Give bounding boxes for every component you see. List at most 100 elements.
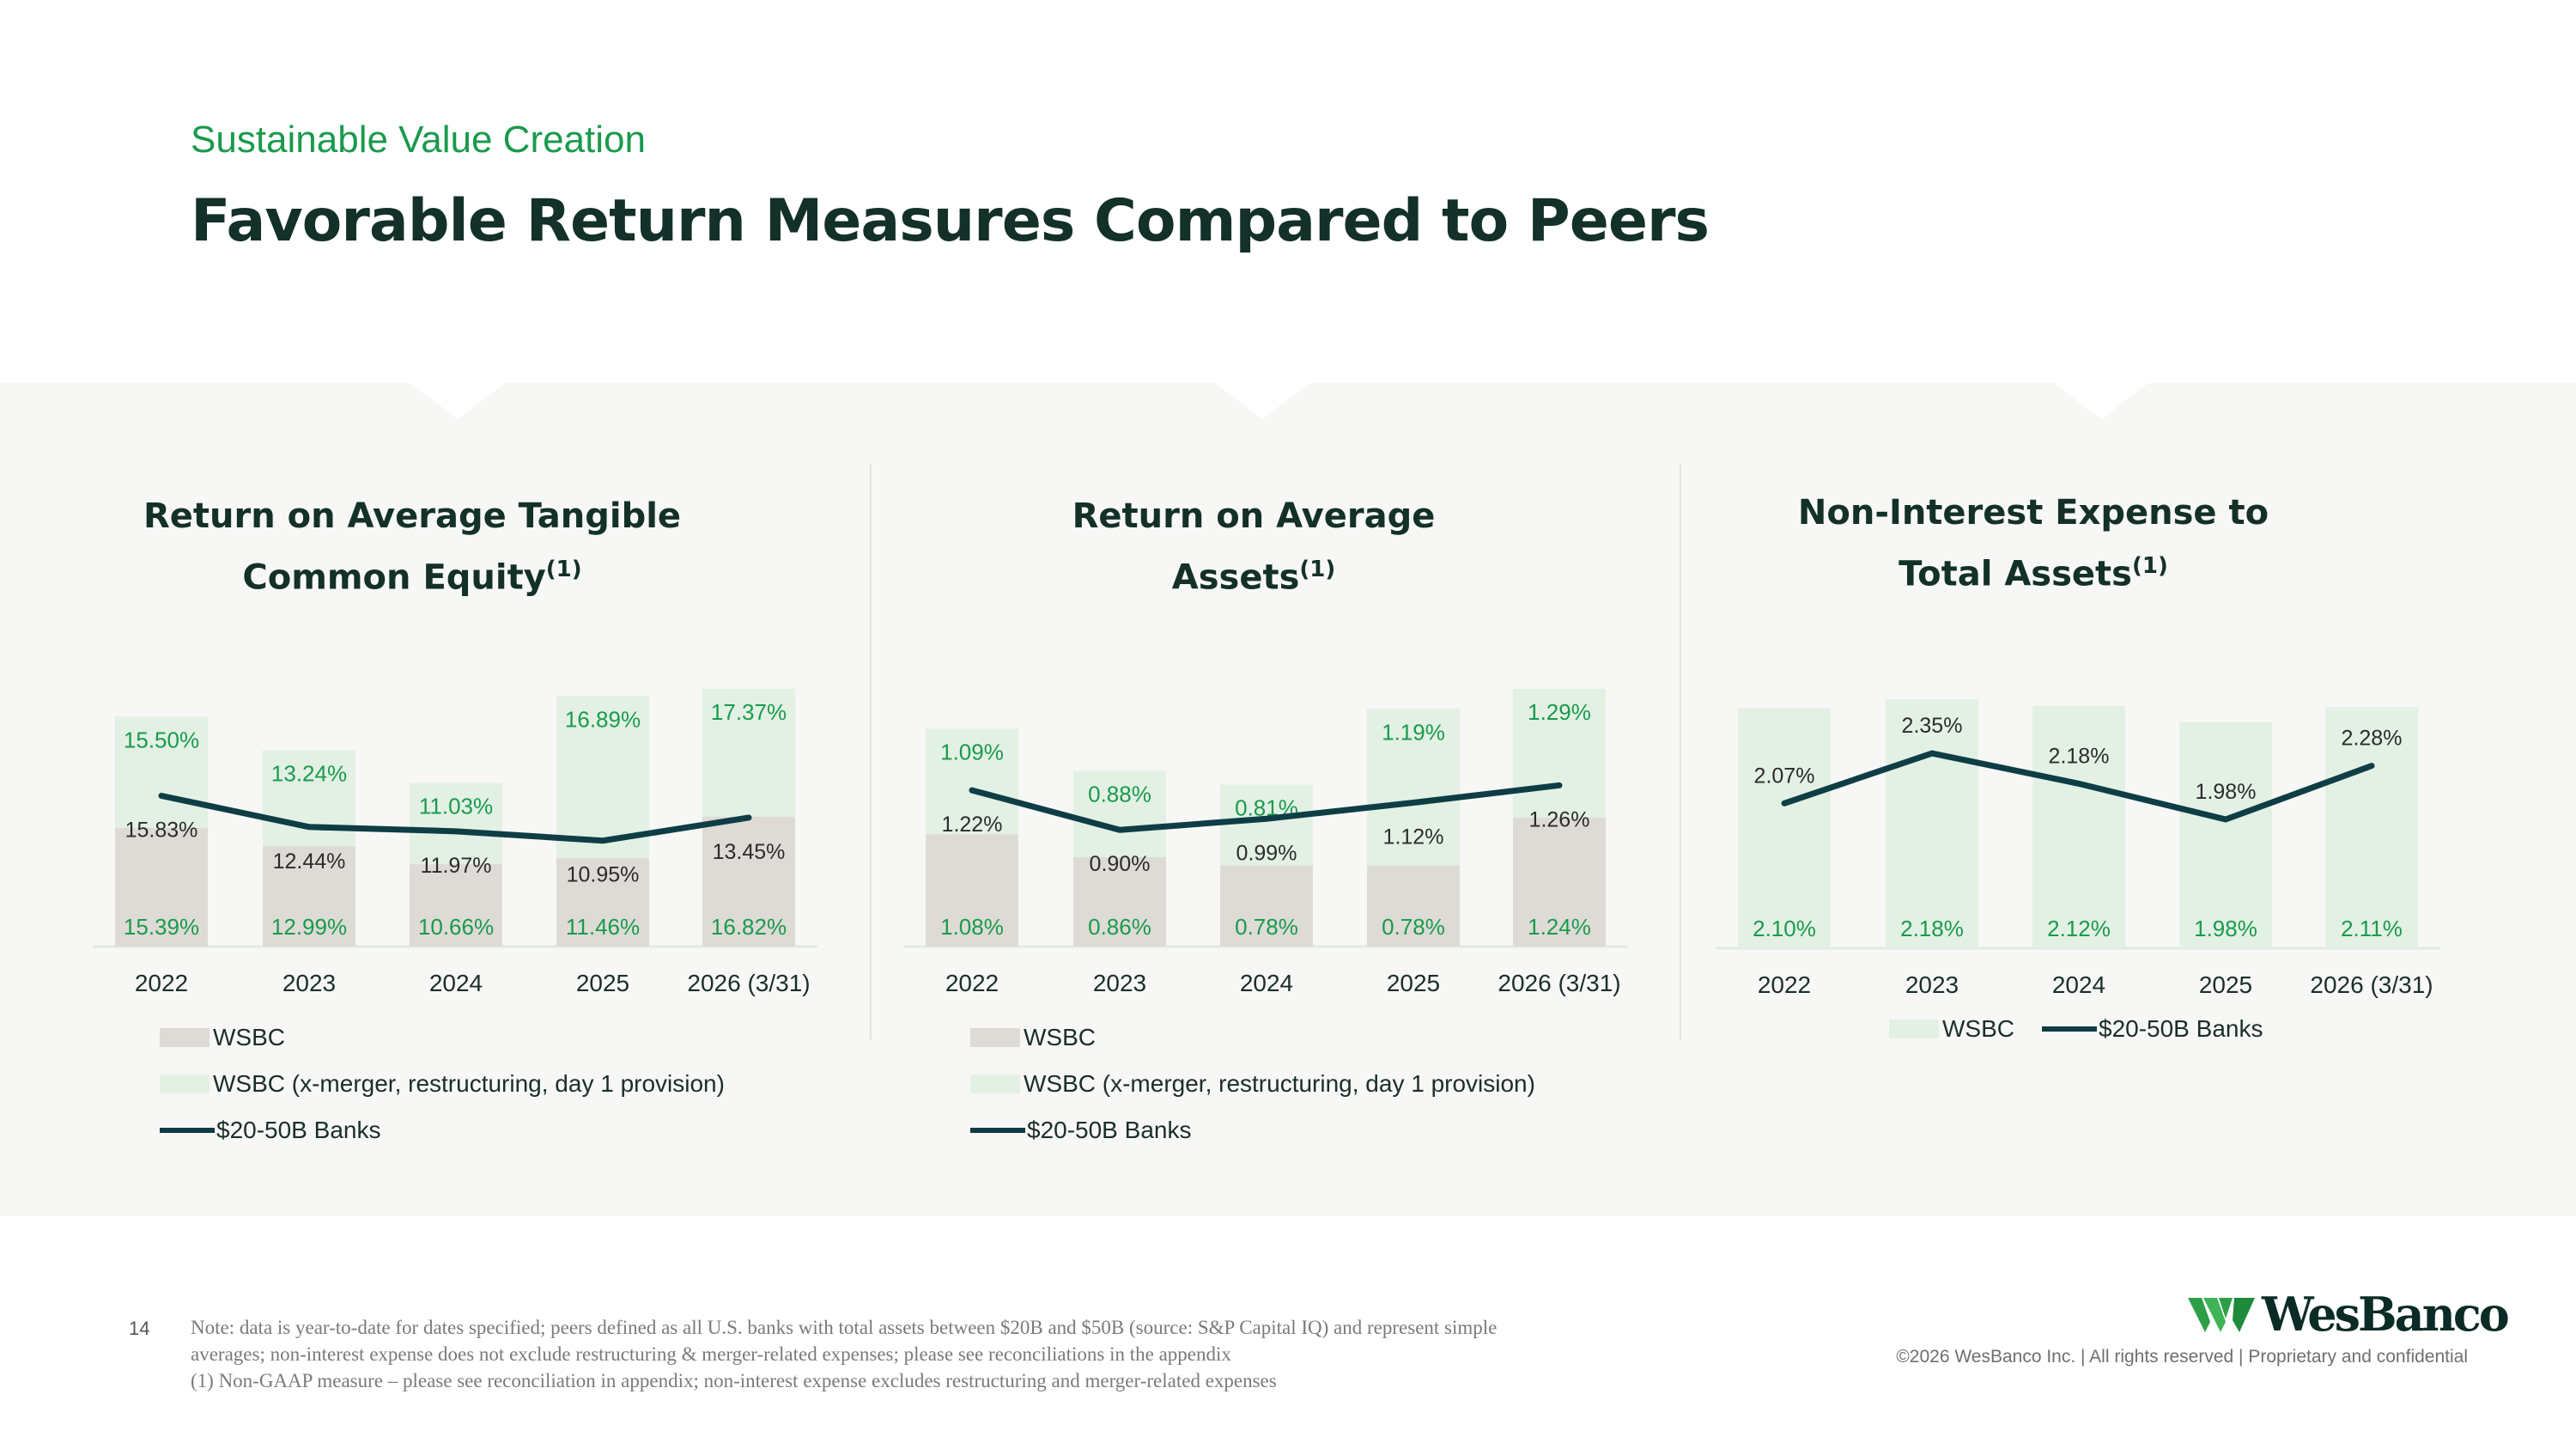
legend-item-wsbc-adj: WSBC (x-merger, restructuring, day 1 pro… [970,1070,1535,1098]
bar-wsbc [263,846,355,947]
data-label-peers: 15.83% [125,818,198,842]
logo-wordmark: WesBanco [2262,1287,2510,1342]
wesbanco-logo: WesBanco [2188,1287,2510,1342]
legend-swatch [160,1075,210,1093]
line-peers [1781,750,2375,823]
legend-swatch [970,1075,1020,1093]
data-label-peers: 10.95% [567,863,640,887]
bar-wsbc [702,816,795,947]
bar-wsbc [410,864,502,947]
legend-item-wsbc: WSBC [1889,1015,2014,1043]
data-label-wsbc: 1.08% [940,914,1004,940]
chart-roaa: 1.09% 1.08% 2022 1.22% 0.88% 0.86% 2023 0.90% 0.… [903,689,1628,996]
chart-nie: 2.10% 2022 2.07% 2.18% 2023 2.35% 2.12% 2024 2.1… [1716,699,2440,998]
bar-wsbc [1886,699,1978,948]
legend-label: WSBC (x-merger, restructuring, day 1 pro… [213,1070,725,1097]
data-label-peers: 1.12% [1383,825,1444,849]
footnote-line: Note: data is year-to-date for dates spe… [191,1317,1498,1338]
data-label-wsbc: 12.99% [271,914,347,940]
data-label-wsbc-adjusted: 13.24% [271,760,347,786]
x-tick-label: 2024 [1240,970,1293,996]
x-tick-label: 2026 (3/31) [687,970,810,996]
legend-label: WSBC [213,1024,285,1050]
bar-wsbc [1367,865,1460,947]
legend-item-wsbc-adj: WSBC (x-merger, restructuring, day 1 pro… [160,1070,725,1098]
data-label-peers: 13.45% [713,840,786,864]
copyright: ©2026 WesBanco Inc. | All rights reserve… [1896,1347,2468,1367]
band-notch [2054,383,2148,419]
band-notch [1215,383,1309,419]
legend-swatch-line [2042,1026,2097,1032]
data-label-wsbc-adjusted: 17.37% [711,699,787,725]
chart-title-line2: Assets [1171,557,1300,598]
data-label-wsbc-adjusted: 11.03% [419,793,493,819]
data-label-wsbc: 2.10% [1753,916,1816,941]
legend-item-peers: $20-50B Banks [970,1117,1191,1144]
data-label-wsbc-adjusted: 1.29% [1528,699,1591,725]
panel-divider [870,464,872,1039]
x-tick-label: 2025 [576,970,629,996]
legend-item-wsbc: WSBC [160,1024,285,1051]
data-label-wsbc-adjusted: 0.88% [1088,781,1151,807]
x-tick-label: 2026 (3/31) [1498,970,1620,996]
legend-label: $20-50B Banks [216,1117,381,1143]
data-label-peers: 11.97% [421,854,492,878]
data-label-wsbc-adjusted: 1.19% [1382,719,1445,745]
page-number: 14 [129,1318,150,1339]
legend-item-wsbc: WSBC [970,1024,1096,1051]
x-tick-label: 2022 [1758,971,1811,998]
data-label-wsbc-adjusted: 15.50% [124,727,199,752]
x-tick-label: 2024 [2052,971,2105,998]
data-label-wsbc: 2.18% [1900,916,1964,941]
legend-label: WSBC [1024,1024,1096,1050]
bar-wsbc [1220,865,1313,947]
x-tick-label: 2023 [283,970,336,996]
data-label-peers: 1.22% [942,813,1003,837]
data-label-wsbc: 11.46% [566,914,640,940]
bar-wsbc [1738,708,1831,948]
chart-title-nie: Non-Interest Expense to Total Assets(1) [1733,486,2334,600]
chart-title-line2: Common Equity [242,557,546,598]
data-label-wsbc: 0.78% [1235,914,1298,940]
legend-swatch [970,1028,1020,1047]
footnote-marker: (1) [2131,553,2168,579]
bar-wsbc [115,827,208,947]
bar-wsbc [1073,857,1166,947]
data-label-wsbc-adjusted: 1.09% [940,740,1004,765]
x-tick-label: 2025 [1387,970,1440,996]
legend-swatch [160,1028,210,1047]
footnote-line: averages; non-interest expense does not … [191,1343,1231,1365]
chart-title-line1: Return on Average [1072,496,1436,536]
legend-label: WSBC (x-merger, restructuring, day 1 pro… [1024,1070,1535,1097]
bar-wsbc [2179,721,2272,948]
bar-wsbc [926,834,1018,947]
legend-item-peers: $20-50B Banks [2042,1015,2263,1043]
data-label-peers: 2.07% [1754,764,1815,788]
x-tick-label: 2022 [945,970,999,996]
bar-wsbc [2032,705,2125,948]
legend-item-peers: $20-50B Banks [160,1117,380,1144]
footnote-marker: (1) [1299,557,1336,582]
chart-title-line2: Total Assets [1899,554,2132,594]
data-label-peers: 2.18% [2049,744,2110,768]
data-label-peers: 1.98% [2196,780,2257,804]
legend-swatch-line [970,1128,1025,1133]
data-label-wsbc: 15.39% [124,914,199,940]
x-tick-label: 2025 [2199,971,2252,998]
data-label-wsbc: 0.78% [1382,914,1445,940]
data-label-peers: 2.35% [1902,714,1963,738]
legend-swatch [1889,1020,1939,1038]
chart-title-roaa: Return on Average Assets(1) [953,490,1554,604]
chart-title-rotce: Return on Average Tangible Common Equity… [112,490,713,604]
data-label-peers: 2.28% [2342,727,2403,751]
data-label-peers: 0.90% [1090,852,1151,876]
footnote-line: (1) Non-GAAP measure – please see reconc… [191,1370,1277,1391]
legend-swatch-line [160,1128,215,1133]
legend-label: $20-50B Banks [2099,1015,2263,1042]
data-label-peers: 0.99% [1236,841,1297,865]
panel-divider [1680,464,1681,1039]
section-subtitle: Sustainable Value Creation [191,119,646,161]
legend-label: $20-50B Banks [1027,1117,1192,1143]
band-notch [410,383,505,419]
data-label-wsbc-adjusted: 16.89% [565,706,641,732]
